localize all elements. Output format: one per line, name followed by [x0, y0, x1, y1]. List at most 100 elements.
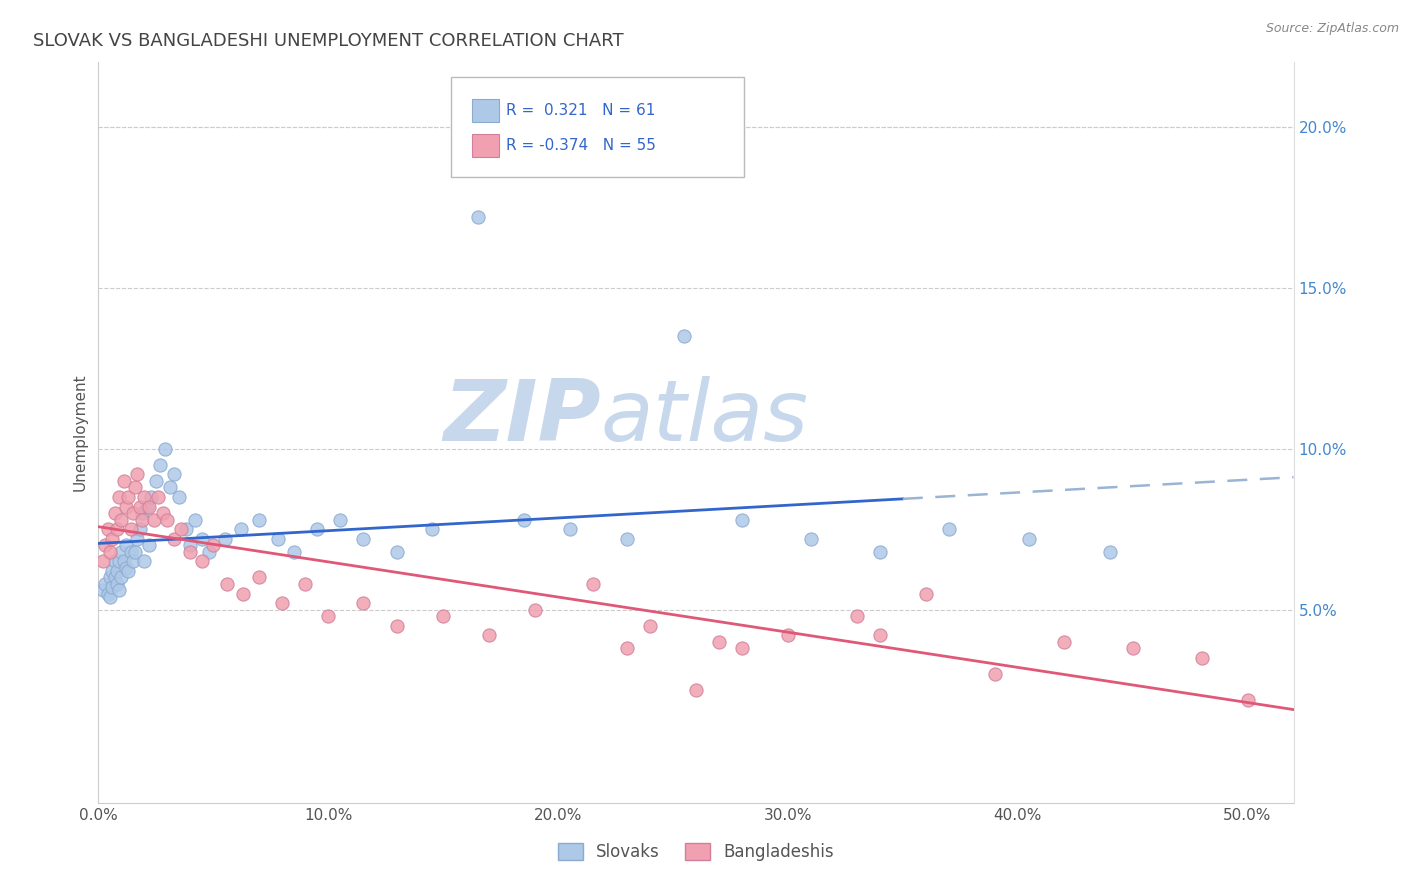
Point — [581, 577, 603, 591]
Point — [105, 522, 128, 536]
Point — [148, 490, 170, 504]
Point — [1236, 693, 1258, 707]
Point — [938, 522, 960, 536]
Point — [97, 586, 120, 600]
Point — [159, 480, 181, 494]
Point — [731, 512, 754, 526]
Point — [184, 512, 207, 526]
Point — [108, 490, 131, 504]
Point — [329, 512, 352, 526]
Point — [432, 609, 454, 624]
Point — [138, 500, 160, 514]
Point — [94, 577, 117, 591]
Point — [94, 538, 117, 552]
Point — [149, 458, 172, 472]
Point — [131, 512, 153, 526]
Point — [869, 545, 891, 559]
Point — [1098, 545, 1121, 559]
Point — [305, 522, 328, 536]
Point — [110, 570, 132, 584]
Point — [138, 538, 160, 552]
Point — [127, 467, 149, 482]
Point — [271, 596, 294, 610]
Point — [232, 586, 254, 600]
Point — [103, 570, 125, 584]
Point — [91, 554, 114, 568]
Point — [316, 609, 339, 624]
Y-axis label: Unemployment: Unemployment — [72, 374, 87, 491]
Point — [914, 586, 936, 600]
Point — [267, 532, 290, 546]
Point — [1122, 641, 1144, 656]
Point — [869, 628, 891, 642]
Point — [984, 667, 1007, 681]
Point — [229, 522, 252, 536]
Point — [135, 500, 157, 514]
Point — [108, 554, 131, 568]
Point — [179, 545, 201, 559]
Point — [115, 561, 138, 575]
Point — [101, 532, 124, 546]
Point — [112, 474, 135, 488]
Point — [110, 545, 132, 559]
Point — [170, 522, 193, 536]
Point — [105, 564, 128, 578]
Point — [685, 683, 707, 698]
Point — [153, 442, 176, 456]
Point — [420, 522, 443, 536]
Point — [352, 532, 374, 546]
Point — [142, 512, 165, 526]
Point — [776, 628, 799, 642]
Point — [385, 545, 409, 559]
Point — [117, 490, 139, 504]
Point — [524, 602, 547, 616]
Point — [145, 474, 167, 488]
Point — [117, 564, 139, 578]
Point — [124, 545, 146, 559]
Point — [283, 545, 305, 559]
Text: R = -0.374   N = 55: R = -0.374 N = 55 — [506, 138, 655, 153]
Point — [115, 500, 138, 514]
Point — [707, 635, 730, 649]
Text: R =  0.321   N = 61: R = 0.321 N = 61 — [506, 103, 655, 118]
Point — [131, 506, 153, 520]
Point — [134, 490, 156, 504]
Point — [1018, 532, 1040, 546]
Point — [478, 628, 501, 642]
Point — [191, 532, 214, 546]
Point — [197, 545, 219, 559]
Point — [638, 619, 661, 633]
Point — [800, 532, 823, 546]
Point — [122, 554, 145, 568]
Point — [108, 583, 131, 598]
Point — [120, 545, 142, 559]
Point — [156, 512, 179, 526]
Point — [101, 564, 124, 578]
Point — [124, 480, 146, 494]
Point — [163, 467, 186, 482]
Point — [120, 522, 142, 536]
FancyBboxPatch shape — [451, 78, 744, 178]
Point — [247, 512, 270, 526]
Point — [352, 596, 374, 610]
Point — [141, 490, 163, 504]
Point — [179, 538, 201, 552]
Point — [467, 210, 489, 224]
Point — [294, 577, 316, 591]
Point — [127, 532, 149, 546]
Point — [191, 554, 214, 568]
Point — [731, 641, 754, 656]
Point — [112, 554, 135, 568]
Point — [98, 590, 121, 604]
Point — [103, 554, 125, 568]
Point — [167, 490, 190, 504]
Point — [152, 506, 174, 520]
Point — [845, 609, 868, 624]
Point — [1053, 635, 1076, 649]
FancyBboxPatch shape — [472, 99, 499, 122]
Point — [128, 522, 150, 536]
Point — [174, 522, 197, 536]
Point — [217, 577, 239, 591]
Point — [673, 329, 696, 343]
Point — [247, 570, 270, 584]
